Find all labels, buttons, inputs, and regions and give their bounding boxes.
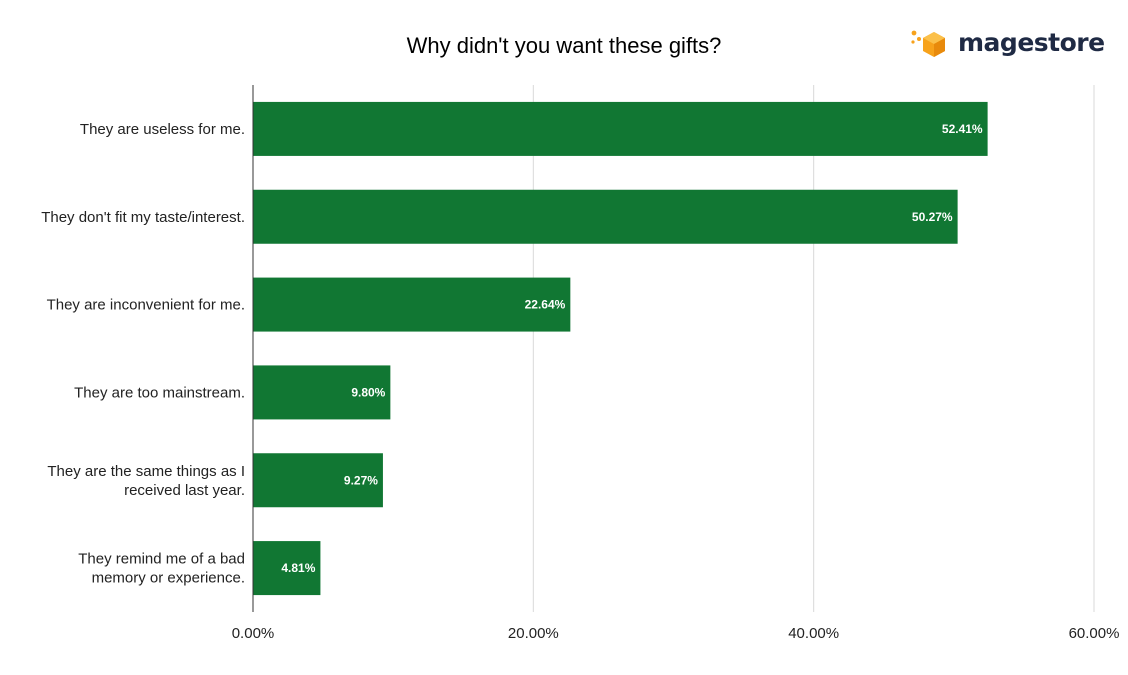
chart-title: Why didn't you want these gifts? bbox=[406, 33, 722, 58]
bar-data-label: 52.41% bbox=[942, 122, 983, 136]
x-tick-label: 20.00% bbox=[508, 625, 559, 642]
brand-logo bbox=[908, 26, 1098, 64]
category-label: They are the same things as I received la… bbox=[47, 463, 245, 499]
bar bbox=[253, 189, 958, 244]
bar bbox=[253, 365, 391, 420]
bar bbox=[253, 101, 988, 156]
bar bbox=[253, 453, 383, 508]
category-label-line: They don't fit my taste/interest. bbox=[41, 209, 245, 226]
category-label-line: They are inconvenient for me. bbox=[47, 297, 245, 314]
category-label: They remind me of a bad memory or experie… bbox=[78, 551, 245, 587]
bars: 52.41% 50.27% 22.64% 9.80% 9.27% 4.81% bbox=[253, 101, 988, 596]
category-label-line: received last year. bbox=[124, 482, 245, 499]
bar bbox=[253, 541, 321, 596]
category-label-line: They are useless for me. bbox=[80, 121, 245, 138]
category-labels: They are useless for me. They don't fit m… bbox=[41, 121, 245, 587]
bar bbox=[253, 277, 571, 332]
bar-data-label: 9.27% bbox=[344, 473, 378, 487]
category-label-line: memory or experience. bbox=[92, 570, 245, 587]
category-label-line: They are too mainstream. bbox=[74, 384, 245, 401]
gridlines bbox=[532, 85, 1095, 612]
bar-data-label: 4.81% bbox=[281, 561, 315, 575]
category-label: They are too mainstream. bbox=[74, 384, 245, 401]
x-axis-ticks: 0.00% 20.00% 40.00% 60.00% bbox=[232, 625, 1120, 642]
hexagon-cube-icon bbox=[911, 30, 945, 57]
category-label: They are inconvenient for me. bbox=[47, 297, 245, 314]
category-label-line: They remind me of a bad bbox=[78, 551, 245, 568]
bar-data-label: 50.27% bbox=[912, 210, 953, 224]
bar-data-label: 9.80% bbox=[351, 385, 385, 399]
category-label-line: They are the same things as I bbox=[47, 463, 245, 480]
x-tick-label: 60.00% bbox=[1069, 625, 1120, 642]
bar-data-label: 22.64% bbox=[525, 298, 566, 312]
category-label: They are useless for me. bbox=[80, 121, 245, 138]
x-tick-label: 0.00% bbox=[232, 625, 275, 642]
brand-wordmark: magestore bbox=[958, 28, 1105, 57]
x-tick-label: 40.00% bbox=[788, 625, 839, 642]
category-label: They don't fit my taste/interest. bbox=[41, 209, 245, 226]
